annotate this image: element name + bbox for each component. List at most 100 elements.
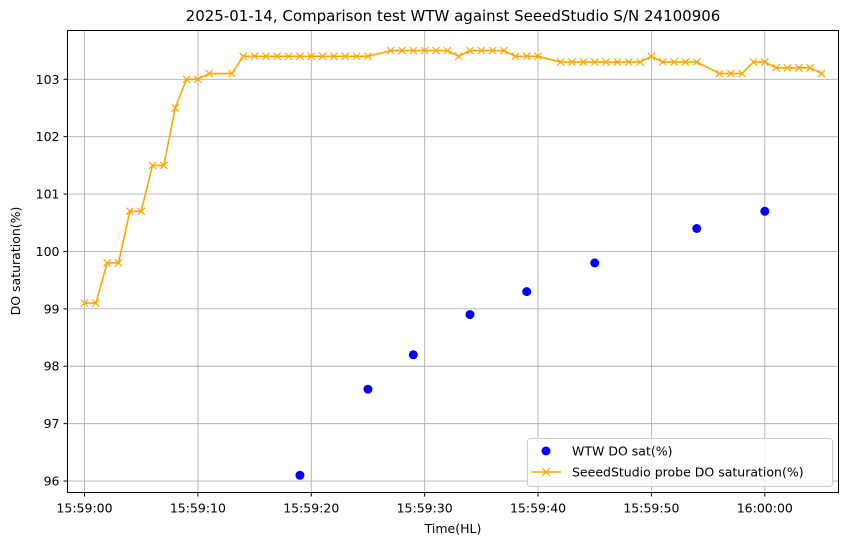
seeedstudio-point — [465, 46, 475, 55]
x-marker-stroke — [443, 46, 452, 55]
seeedstudio-point — [760, 58, 769, 67]
grid — [67, 30, 839, 493]
wtw-point — [590, 258, 600, 268]
legend-dot-swatch — [541, 446, 551, 456]
x-marker-stroke — [397, 46, 407, 55]
x-marker-stroke — [318, 52, 327, 61]
seeedstudio-point — [522, 52, 531, 61]
legend-x-marker — [541, 467, 551, 477]
x-marker-stroke — [715, 69, 724, 78]
seeedstudio-point — [397, 46, 407, 55]
x-marker-stroke — [760, 58, 769, 67]
x-marker-stroke — [658, 58, 667, 67]
x-marker-stroke — [692, 58, 701, 67]
x-marker-stroke — [794, 63, 803, 72]
x-marker-stroke — [159, 161, 168, 170]
seeedstudio-point — [670, 58, 679, 67]
seeedstudio-point — [556, 58, 565, 67]
series-layer — [80, 46, 826, 480]
x-marker-stroke — [148, 161, 157, 170]
seeedstudio-point — [590, 58, 599, 67]
seeedstudio-point — [534, 52, 543, 61]
seeedstudio-point — [794, 63, 803, 72]
seeedstudio-point — [409, 46, 418, 55]
x-marker-stroke — [772, 63, 781, 72]
seeedstudio-point — [726, 69, 735, 78]
wtw-point — [465, 310, 475, 320]
seeedstudio-point — [772, 63, 781, 72]
seeedstudio-point — [261, 52, 270, 61]
x-marker-stroke — [103, 258, 112, 267]
seeedstudio-point — [579, 58, 588, 67]
x-tick-label: 15:59:50 — [623, 501, 679, 516]
seeedstudio-point — [182, 75, 191, 84]
x-axis: 15:59:00 15:59:10 15:59:20 15:59:30 15:59:40… — [56, 492, 793, 516]
x-marker-stroke — [261, 52, 270, 61]
x-marker-stroke — [205, 69, 214, 78]
seeedstudio-point — [284, 52, 293, 61]
x-marker-stroke — [431, 46, 441, 55]
y-tick-label: 98 — [44, 359, 60, 374]
seeedstudio-point — [148, 161, 157, 170]
x-marker-stroke — [647, 52, 656, 61]
x-marker-stroke — [227, 69, 236, 78]
x-marker-stroke — [624, 58, 633, 67]
wtw-point — [408, 350, 418, 360]
seeedstudio-point — [783, 63, 792, 72]
y-tick-label: 96 — [44, 474, 60, 489]
seeedstudio-point — [329, 52, 338, 61]
seeedstudio-point — [568, 58, 577, 67]
seeedstudio-point — [363, 52, 372, 61]
x-marker-stroke — [386, 46, 395, 55]
x-marker-stroke — [284, 52, 293, 61]
x-marker-stroke — [749, 58, 758, 67]
x-marker-stroke — [681, 58, 690, 67]
x-marker-stroke — [499, 46, 509, 55]
x-marker-stroke — [556, 58, 565, 67]
seeedstudio-point — [511, 52, 520, 61]
seeedstudio-point — [749, 58, 758, 67]
x-marker-stroke — [329, 52, 338, 61]
x-axis-label: Time(HL) — [424, 521, 482, 536]
x-tick-label: 16:00:00 — [737, 501, 793, 516]
y-tick-label: 100 — [36, 244, 60, 259]
x-marker-stroke — [477, 46, 486, 55]
seeedstudio-point — [477, 46, 486, 55]
x-marker-stroke — [125, 207, 134, 216]
seeedstudio-point — [103, 258, 112, 267]
legend: WTW DO sat(%) SeeedStudio probe DO satura… — [527, 438, 833, 487]
x-marker-stroke — [239, 52, 248, 61]
seeedstudio-point — [692, 58, 701, 67]
seeedstudio-point — [352, 52, 361, 61]
x-marker-stroke — [295, 52, 304, 61]
seeedstudio-point — [295, 52, 304, 61]
seeedstudio-point — [636, 58, 645, 67]
y-tick-label: 99 — [44, 301, 60, 316]
seeedstudio-point — [125, 207, 134, 216]
wtw-point — [363, 384, 373, 394]
legend-box — [527, 438, 833, 487]
seeedstudio-point — [499, 46, 509, 55]
x-marker-stroke — [511, 52, 520, 61]
y-tick-label: 103 — [36, 72, 60, 87]
seeedstudio-point — [318, 52, 327, 61]
x-marker-stroke — [341, 52, 350, 61]
y-tick-label: 101 — [36, 187, 60, 202]
seeedstudio-point — [193, 75, 202, 84]
x-marker-stroke — [465, 46, 475, 55]
x-marker-stroke — [613, 58, 622, 67]
seeedstudio-point — [159, 161, 168, 170]
chart-title: 2025-01-14, Comparison test WTW against … — [186, 7, 721, 25]
seeedstudio-point — [624, 58, 633, 67]
seeedstudio-point — [602, 58, 611, 67]
x-marker-stroke — [806, 63, 815, 72]
seeedstudio-point — [205, 69, 214, 78]
seeedstudio-point — [227, 69, 236, 78]
seeedstudio-point — [658, 58, 667, 67]
x-marker-stroke — [522, 52, 531, 61]
x-marker-stroke — [726, 69, 735, 78]
seeedstudio-point — [806, 63, 815, 72]
x-marker-stroke — [409, 46, 418, 55]
x-marker-stroke — [273, 52, 282, 61]
